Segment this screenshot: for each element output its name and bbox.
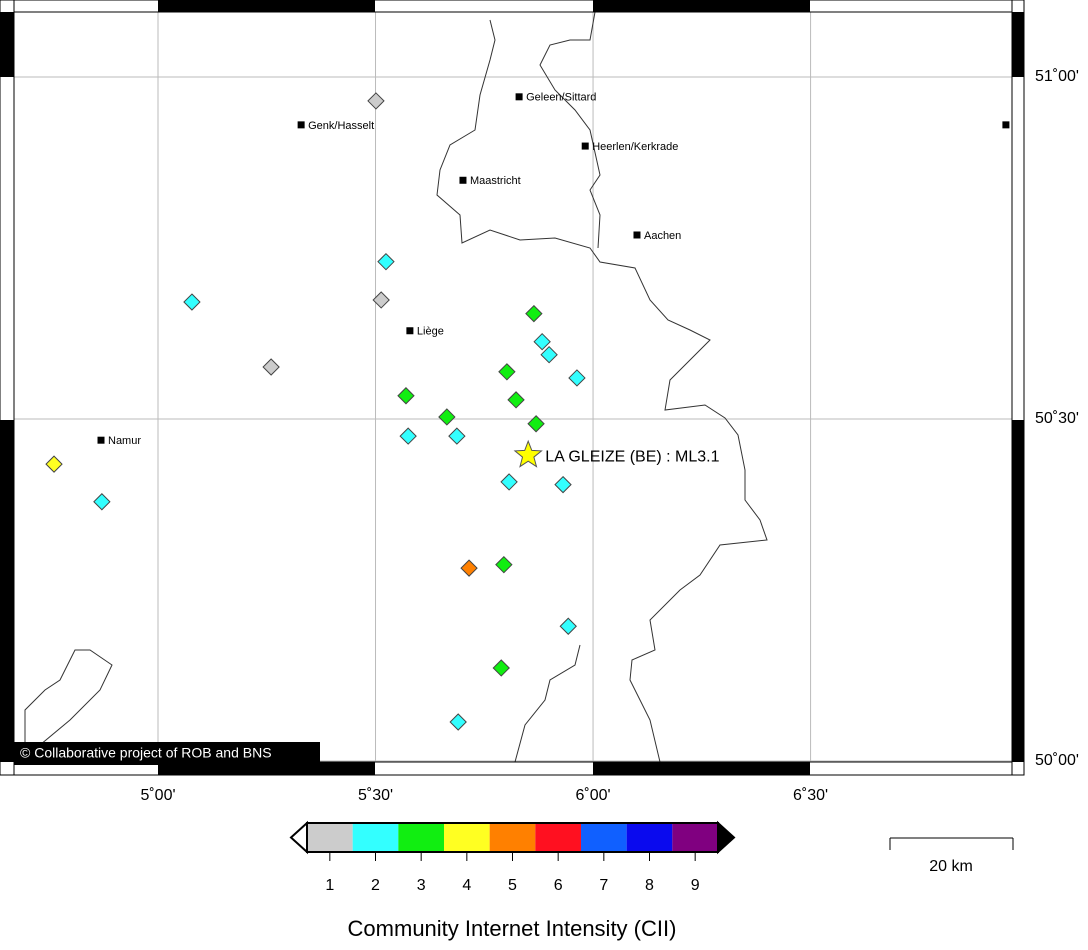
scalebar-label: 20 km xyxy=(929,858,973,875)
border-line xyxy=(436,19,768,763)
intensity-marker xyxy=(377,252,395,271)
frame-bars xyxy=(0,0,1025,776)
city-marker xyxy=(515,93,523,101)
city-label: Namur xyxy=(108,435,141,447)
colorbar-label: 2 xyxy=(371,877,380,894)
colorbar-label: 9 xyxy=(691,877,700,894)
colorbar-cell xyxy=(672,823,718,852)
map-frame xyxy=(0,0,1025,776)
colorbar-label: 5 xyxy=(508,877,517,894)
intensity-marker xyxy=(372,291,390,309)
intensity-marker xyxy=(397,387,415,405)
intensity-marker xyxy=(533,332,551,351)
intensity-marker xyxy=(525,304,543,323)
colorbar-label: 4 xyxy=(462,877,471,894)
intensity-marker xyxy=(262,358,280,376)
intensity-marker xyxy=(93,493,111,511)
intensity-marker xyxy=(448,427,466,445)
colorbar-cell xyxy=(581,823,627,852)
border-line xyxy=(514,644,581,763)
intensity-marker xyxy=(492,659,510,677)
colorbar-cell xyxy=(444,823,490,852)
colorbar-label: 7 xyxy=(599,877,608,894)
x-tick-label: 6˚30' xyxy=(793,787,828,804)
city-marker xyxy=(581,142,589,150)
y-tick-label: 50˚00' xyxy=(1035,752,1079,769)
intensity-marker xyxy=(498,363,516,381)
colorbar-label: 1 xyxy=(325,877,334,894)
intensity-marker xyxy=(500,473,518,491)
colorbar-cell xyxy=(626,823,673,852)
copyright-box xyxy=(14,742,320,765)
city-label: Genk/Hasselt xyxy=(308,120,374,132)
colorbar-title: Community Internet Intensity (CII) xyxy=(348,916,677,941)
city-marker xyxy=(459,176,467,184)
intensity-marker xyxy=(367,92,385,110)
intensity-marker xyxy=(554,475,572,494)
city-label: Liège xyxy=(417,326,444,338)
intensity-marker xyxy=(460,559,478,577)
city-marker xyxy=(1002,121,1010,129)
copyright: © Collaborative project of ROB and BNS xyxy=(20,745,272,761)
intensity-marker xyxy=(183,293,201,311)
borders xyxy=(24,11,768,763)
x-tick-label: 5˚00' xyxy=(140,787,175,804)
x-tick-label: 6˚00' xyxy=(576,787,611,804)
colorbar-cell xyxy=(398,823,444,852)
city-marker xyxy=(97,436,105,444)
intensity-marker xyxy=(540,345,558,364)
colorbar-label: 8 xyxy=(645,877,654,894)
colorbar-label: 6 xyxy=(554,877,563,894)
city-label: Geleen/Sittard xyxy=(526,92,596,104)
intensity-marker xyxy=(527,415,545,433)
intensity-marker xyxy=(568,369,586,387)
colorbar-cell xyxy=(352,823,399,852)
colorbar-outline xyxy=(306,822,719,853)
intensity-marker xyxy=(559,617,577,635)
city-marker xyxy=(633,231,641,239)
border-line xyxy=(24,649,113,763)
epicenter xyxy=(513,439,543,468)
intensity-marker xyxy=(495,555,513,574)
x-tick-label: 5˚30' xyxy=(358,787,393,804)
colorbar-end xyxy=(289,820,308,855)
intensity-marker xyxy=(449,713,467,731)
city-marker xyxy=(297,121,305,129)
colorbar-cell xyxy=(489,823,536,852)
colorbar-end xyxy=(717,820,736,855)
border-line xyxy=(539,11,601,249)
intensity-marker xyxy=(399,427,417,445)
intensity-marker xyxy=(507,391,525,409)
epicenter-label: LA GLEIZE (BE) : ML3.1 xyxy=(545,448,719,465)
city-label: Aachen xyxy=(644,230,681,242)
colorbar-cell xyxy=(535,823,581,852)
city-label: Heerlen/Kerkrade xyxy=(592,141,678,153)
city-label: Maastricht xyxy=(470,175,521,187)
y-tick-label: 51˚00' xyxy=(1035,68,1079,85)
city-marker xyxy=(406,327,414,335)
colorbar-label: 3 xyxy=(417,877,426,894)
intensity-marker xyxy=(45,455,63,473)
intensity-marker xyxy=(438,408,456,426)
y-tick-label: 50˚30' xyxy=(1035,410,1079,427)
colorbar-cell xyxy=(307,823,353,852)
